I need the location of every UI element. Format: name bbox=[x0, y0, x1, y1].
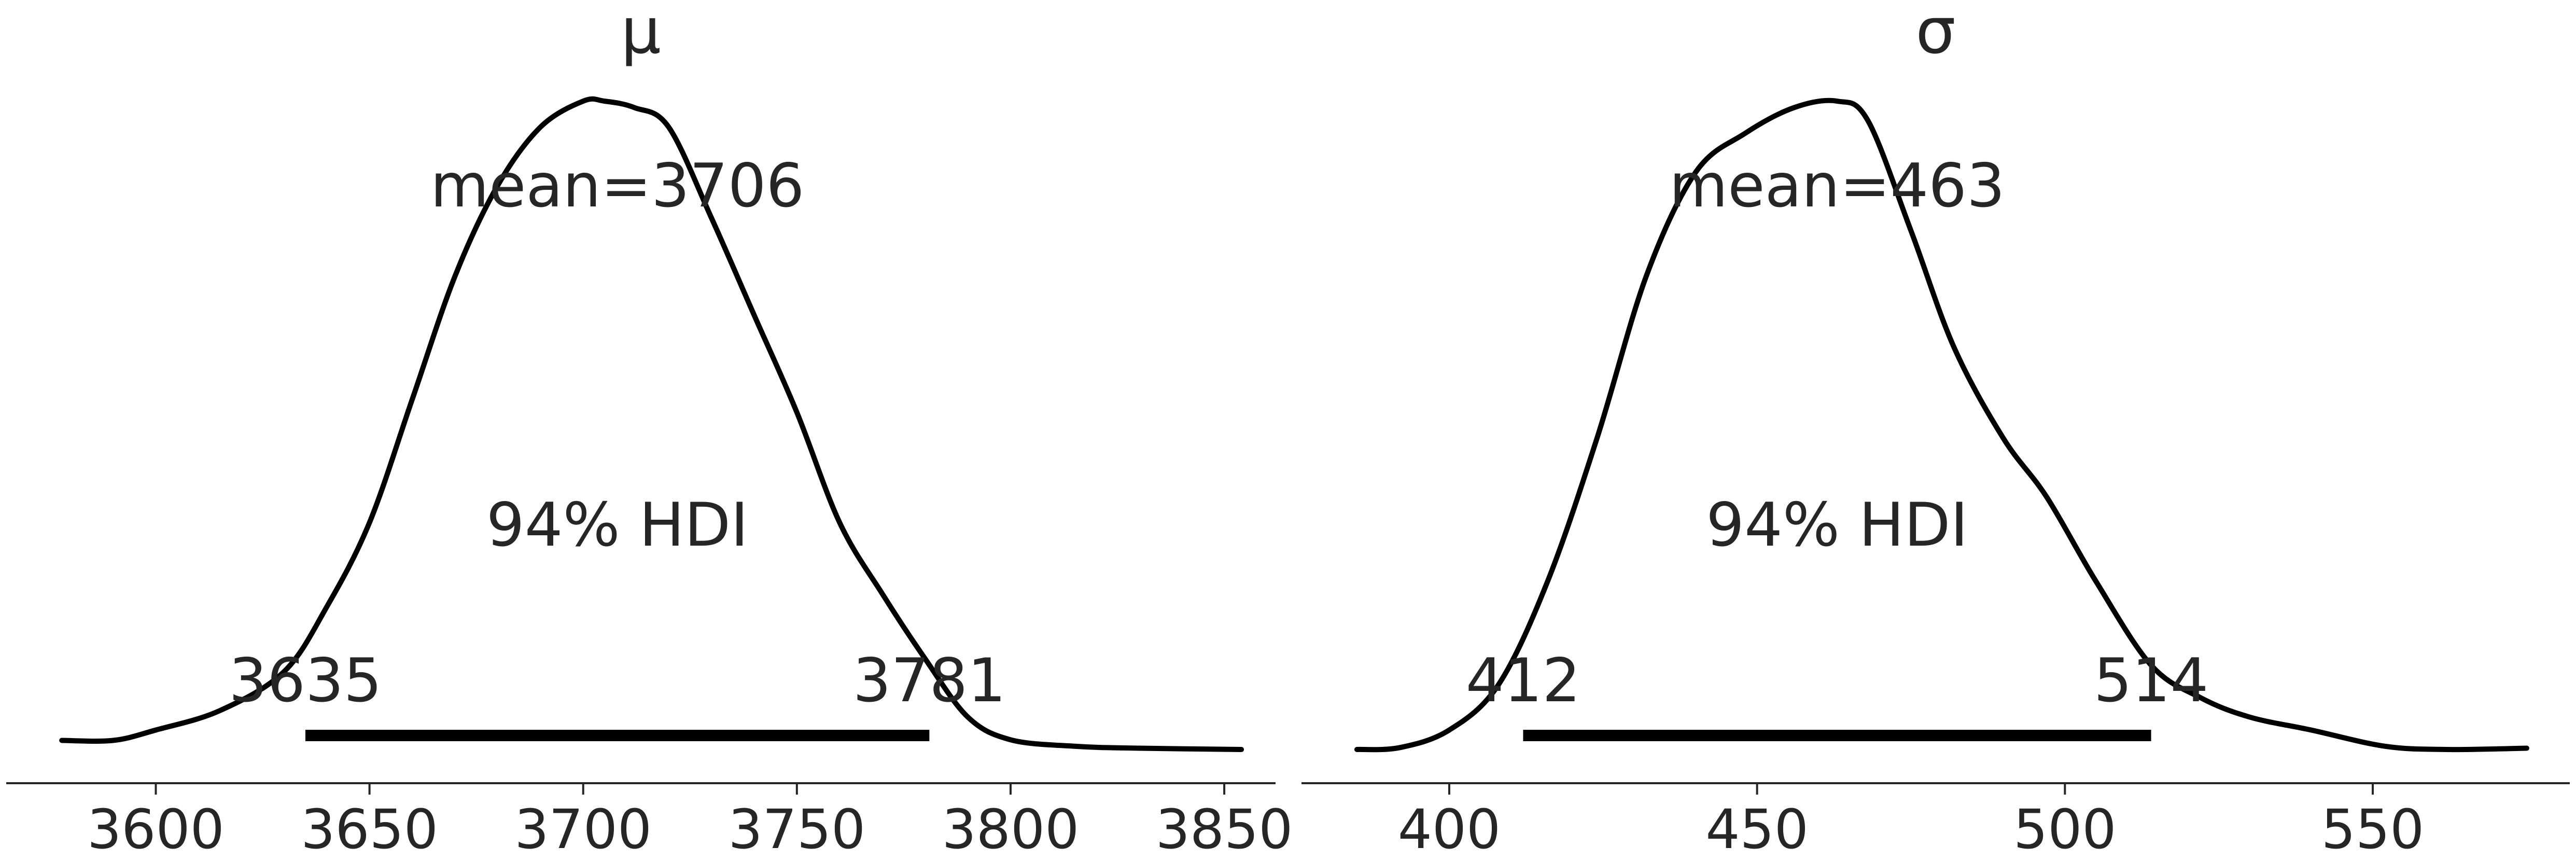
panel-mu: 3600 3650 3700 3750 3800 3850 3635 3781 94% HDI m… bbox=[6, 0, 1293, 861]
x-tick-label: 450 bbox=[1705, 798, 1809, 858]
mean-label: mean=463 bbox=[1669, 151, 2005, 221]
x-tick-label: 3600 bbox=[87, 798, 225, 858]
x-tick-label: 500 bbox=[2013, 798, 2117, 858]
density-curve bbox=[59, 96, 1244, 752]
x-tick-label: 3850 bbox=[1156, 798, 1293, 858]
panel-title: μ bbox=[621, 0, 661, 68]
x-tick-label: 3750 bbox=[729, 798, 866, 858]
density-curve bbox=[1354, 98, 2529, 753]
hdi-upper-label: 514 bbox=[2094, 646, 2208, 716]
hdi-upper-label: 3781 bbox=[853, 646, 1006, 716]
x-tick-label: 3650 bbox=[301, 798, 438, 858]
x-tick-label: 3700 bbox=[514, 798, 652, 858]
hdi-prob-label: 94% HDI bbox=[1706, 490, 1968, 560]
panel-sigma: 400 450 500 550 412 514 94% HDI mean=463 σ bbox=[1301, 0, 2570, 861]
hdi-lower-label: 412 bbox=[1466, 646, 1580, 716]
hdi-lower-label: 3635 bbox=[229, 646, 382, 716]
x-tick-label: 550 bbox=[2321, 798, 2425, 858]
x-tick-label: 3800 bbox=[942, 798, 1080, 858]
x-tick-label: 400 bbox=[1398, 798, 1501, 858]
mean-label: mean=3706 bbox=[430, 151, 804, 221]
panel-title: σ bbox=[1915, 0, 1955, 68]
hdi-prob-label: 94% HDI bbox=[486, 490, 748, 560]
